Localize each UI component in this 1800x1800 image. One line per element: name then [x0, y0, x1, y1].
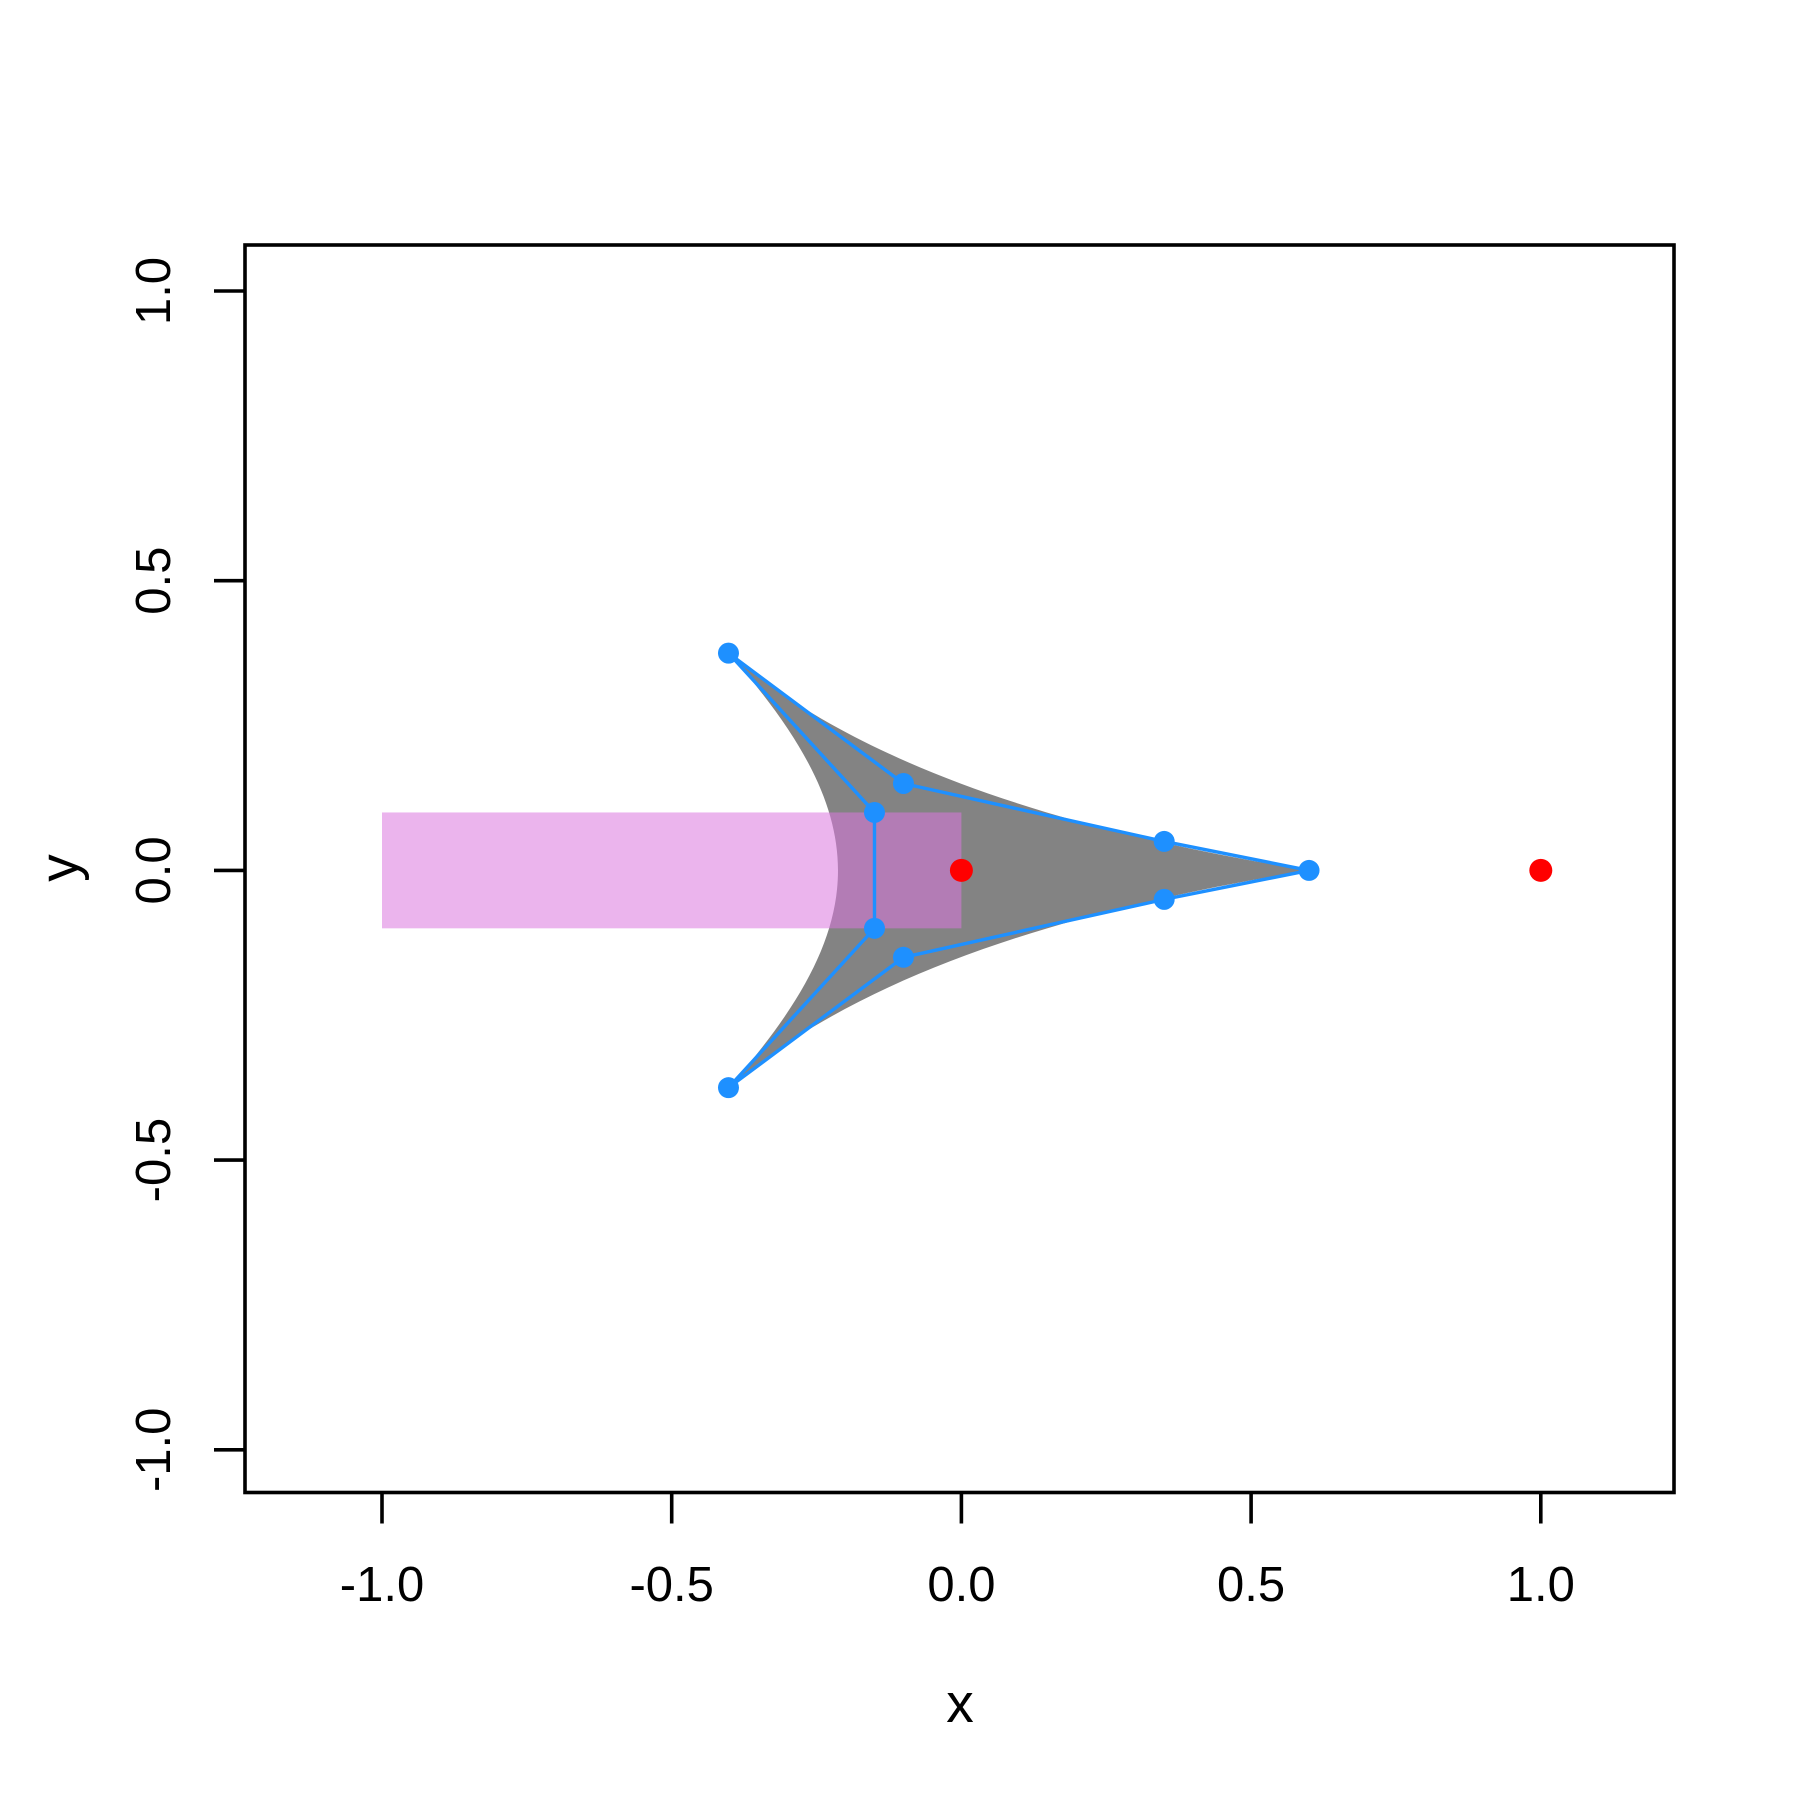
y-axis-tick-label: -1.0: [127, 1408, 181, 1492]
blue-vertex-point: [717, 1077, 739, 1099]
blue-polygon-layer: [726, 651, 1311, 1090]
y-axis-tick-label: 0.5: [127, 547, 181, 615]
blue-vertex-point: [863, 801, 885, 823]
marker-layer: [717, 642, 1553, 1099]
x-axis-tick-label: -1.0: [340, 1558, 424, 1612]
blue-vertex-point: [863, 917, 885, 939]
blue-polygon-outline: [726, 651, 1311, 1090]
violet-rect-layer: [382, 812, 962, 929]
axes-layer: -1.0 -0.5 0.0 0.5 1.0 -1.0 -0.5 0.0 0.5 1.0: [127, 243, 1676, 1612]
x-axis-tick-label: 1.0: [1507, 1558, 1575, 1612]
blue-vertex-point: [892, 946, 914, 968]
x-axis-tick-label: -0.5: [629, 1558, 713, 1612]
x-axis-tick-label: 0.0: [927, 1558, 995, 1612]
y-axis-tick-label: 0.0: [127, 836, 181, 904]
blue-vertex-point: [1298, 859, 1320, 881]
blue-vertex-point: [1153, 888, 1175, 910]
red-point: [1529, 858, 1553, 882]
x-axis-tick-label: 0.5: [1217, 1558, 1285, 1612]
blue-vertex-point: [1153, 830, 1175, 852]
blue-vertex-point: [717, 642, 739, 664]
blue-vertex-point: [892, 772, 914, 794]
y-axis-tick-label: -0.5: [127, 1118, 181, 1202]
violet-rectangle: [382, 812, 962, 929]
x-axis-title: x: [946, 1672, 974, 1734]
y-axis-title: y: [27, 854, 89, 882]
red-point: [949, 858, 973, 882]
y-axis-tick-label: 1.0: [127, 257, 181, 325]
